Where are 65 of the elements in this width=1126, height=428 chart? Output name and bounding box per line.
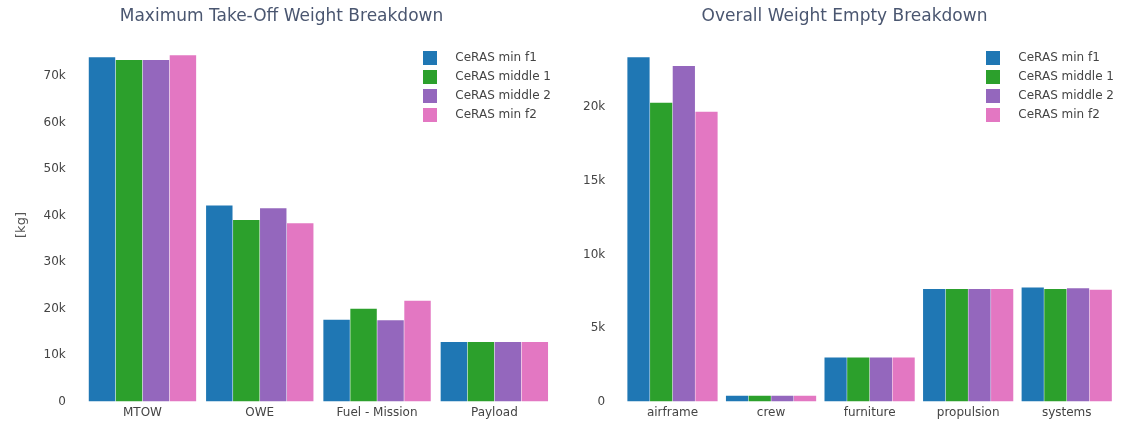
legend-label: CeRAS middle 2 (455, 87, 551, 104)
bar (142, 60, 170, 402)
bar (169, 55, 197, 402)
bar (521, 342, 549, 402)
bar (672, 66, 695, 402)
bar (377, 320, 404, 402)
bar (1066, 288, 1090, 402)
legend-label: CeRAS min f1 (1018, 49, 1100, 66)
x-tick-label: crew (756, 404, 786, 419)
legend-label: CeRAS middle 1 (455, 68, 551, 85)
bar (627, 57, 650, 402)
x-tick-label: airframe (646, 404, 699, 419)
x-tick-label: systems (1041, 404, 1092, 419)
y-tick-label: 70k (43, 68, 66, 83)
bar (115, 60, 143, 402)
bar (847, 357, 870, 402)
y-tick-label: 10k (583, 246, 606, 261)
bar (892, 357, 915, 402)
bar (440, 342, 468, 402)
legend-label: CeRAS min f2 (455, 106, 537, 123)
x-tick-label: propulsion (936, 404, 1000, 419)
legend-label: CeRAS middle 2 (1018, 87, 1114, 104)
y-tick-label: 20k (43, 300, 66, 315)
bar (650, 102, 673, 402)
y-tick-label: 30k (43, 254, 66, 269)
bar (945, 289, 968, 402)
bar (923, 289, 946, 402)
bar (467, 342, 495, 402)
bar (1089, 289, 1112, 402)
y-tick-label: 0 (597, 393, 606, 408)
y-tick-label: 0 (58, 393, 66, 408)
legend-label: CeRAS min f1 (455, 49, 537, 66)
legend-label: CeRAS min f2 (1018, 106, 1100, 123)
chart-title: Overall Weight Empty Breakdown (701, 4, 988, 25)
bar (695, 111, 718, 402)
x-tick-label: furniture (843, 404, 896, 419)
y-tick-label: 50k (43, 161, 66, 176)
bar (404, 300, 431, 402)
chart-title: Maximum Take-Off Weight Breakdown (119, 4, 444, 25)
y-tick-label: 60k (43, 114, 66, 129)
bar (260, 208, 287, 402)
x-tick-label: Fuel - Mission (336, 404, 418, 419)
bar (824, 357, 847, 402)
bar (323, 319, 350, 402)
bar (991, 289, 1014, 402)
bar (287, 223, 314, 402)
bar (206, 205, 233, 402)
bar (350, 308, 377, 402)
y-tick-label: 10k (43, 347, 66, 362)
bar (494, 342, 522, 402)
y-tick-label: 40k (43, 207, 66, 222)
bar (968, 289, 991, 402)
bar (869, 357, 893, 402)
y-axis-title: [kg] (13, 212, 29, 238)
x-tick-label: Payload (470, 404, 518, 419)
y-tick-label: 20k (583, 99, 606, 114)
bar (1021, 287, 1044, 402)
x-tick-label: MTOW (122, 404, 163, 419)
bar (88, 57, 116, 402)
legend-label: CeRAS middle 1 (1018, 68, 1114, 85)
y-tick-label: 5k (590, 320, 606, 335)
bar (233, 219, 260, 402)
x-tick-label: OWE (245, 404, 275, 419)
bar (1044, 289, 1067, 402)
y-tick-label: 15k (583, 172, 606, 187)
